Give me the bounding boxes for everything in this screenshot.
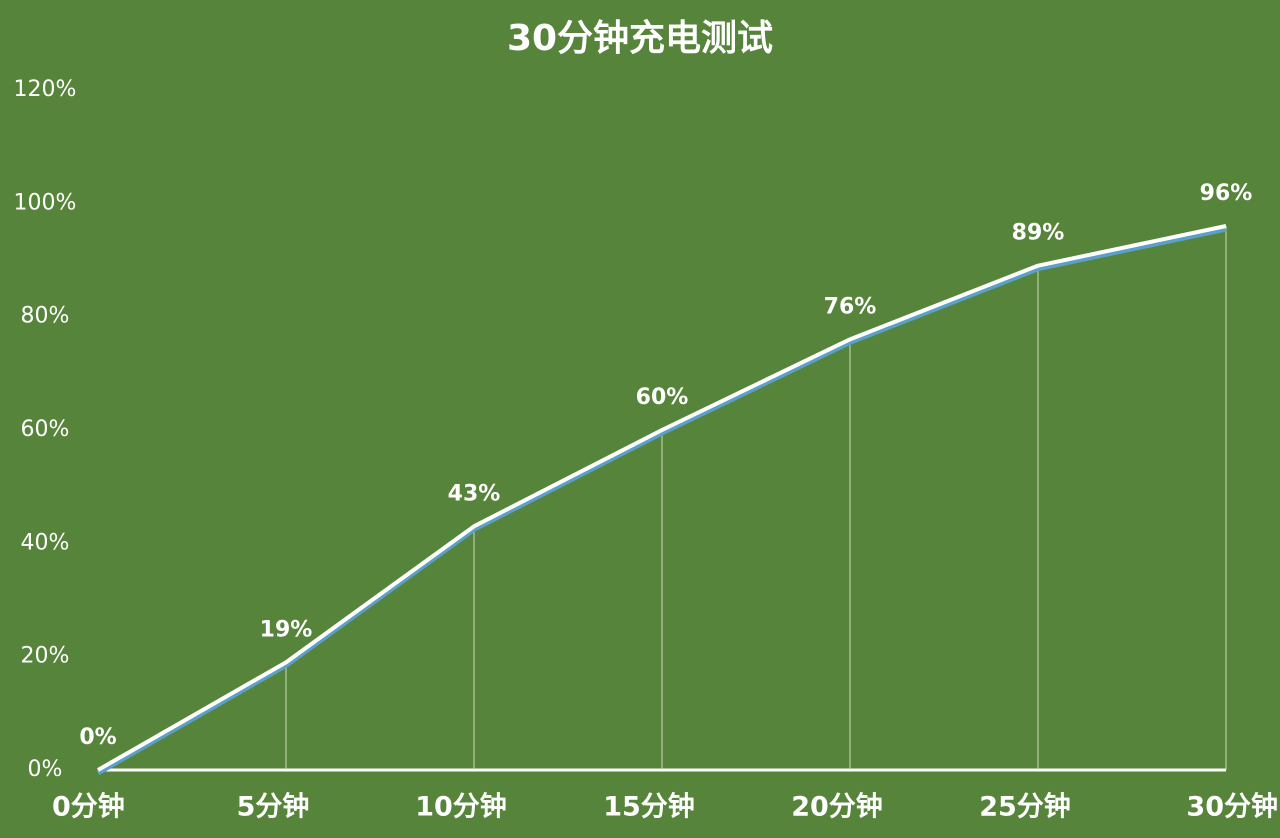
x-tick-label: 15分钟 [603, 792, 695, 823]
data-label: 96% [1200, 181, 1253, 206]
data-label: 89% [1012, 221, 1065, 246]
y-tick-label: 100% [14, 190, 77, 215]
x-tick-label: 5分钟 [237, 792, 310, 823]
y-tick-label: 40% [21, 530, 70, 555]
x-tick-label: 30分钟 [1186, 792, 1278, 823]
x-tick-label: 20分钟 [791, 792, 883, 823]
y-tick-label: 80% [21, 304, 70, 329]
line-shadow [96, 226, 1227, 776]
x-tick-label: 10分钟 [415, 792, 507, 823]
y-tick-label: 120% [14, 77, 77, 102]
data-label: 19% [260, 617, 313, 642]
line [97, 224, 1227, 772]
y-tick-label: 60% [21, 417, 70, 442]
data-label: 60% [636, 385, 689, 410]
data-label: 76% [824, 294, 877, 319]
y-tick-label: 0% [28, 757, 63, 782]
data-label: 0% [79, 725, 116, 750]
chart-title: 30分钟充电测试 [507, 18, 773, 59]
x-tick-label: 25分钟 [979, 792, 1071, 823]
x-tick-label: 0分钟 [52, 792, 125, 823]
y-tick-label: 20% [21, 644, 70, 669]
data-label: 43% [448, 481, 501, 506]
